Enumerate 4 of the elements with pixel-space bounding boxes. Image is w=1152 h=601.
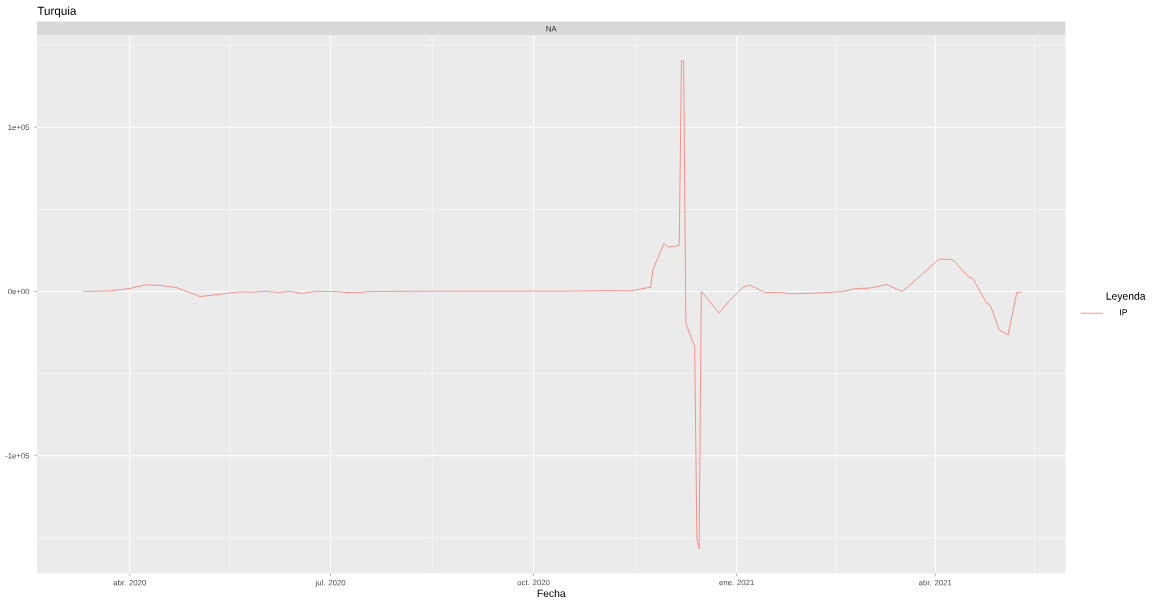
chart-title: Turquia	[37, 6, 77, 18]
x-axis-title: Fecha	[537, 589, 566, 597]
legend-title: Leyenda	[1106, 291, 1146, 302]
legend-label: IP	[1120, 309, 1127, 315]
